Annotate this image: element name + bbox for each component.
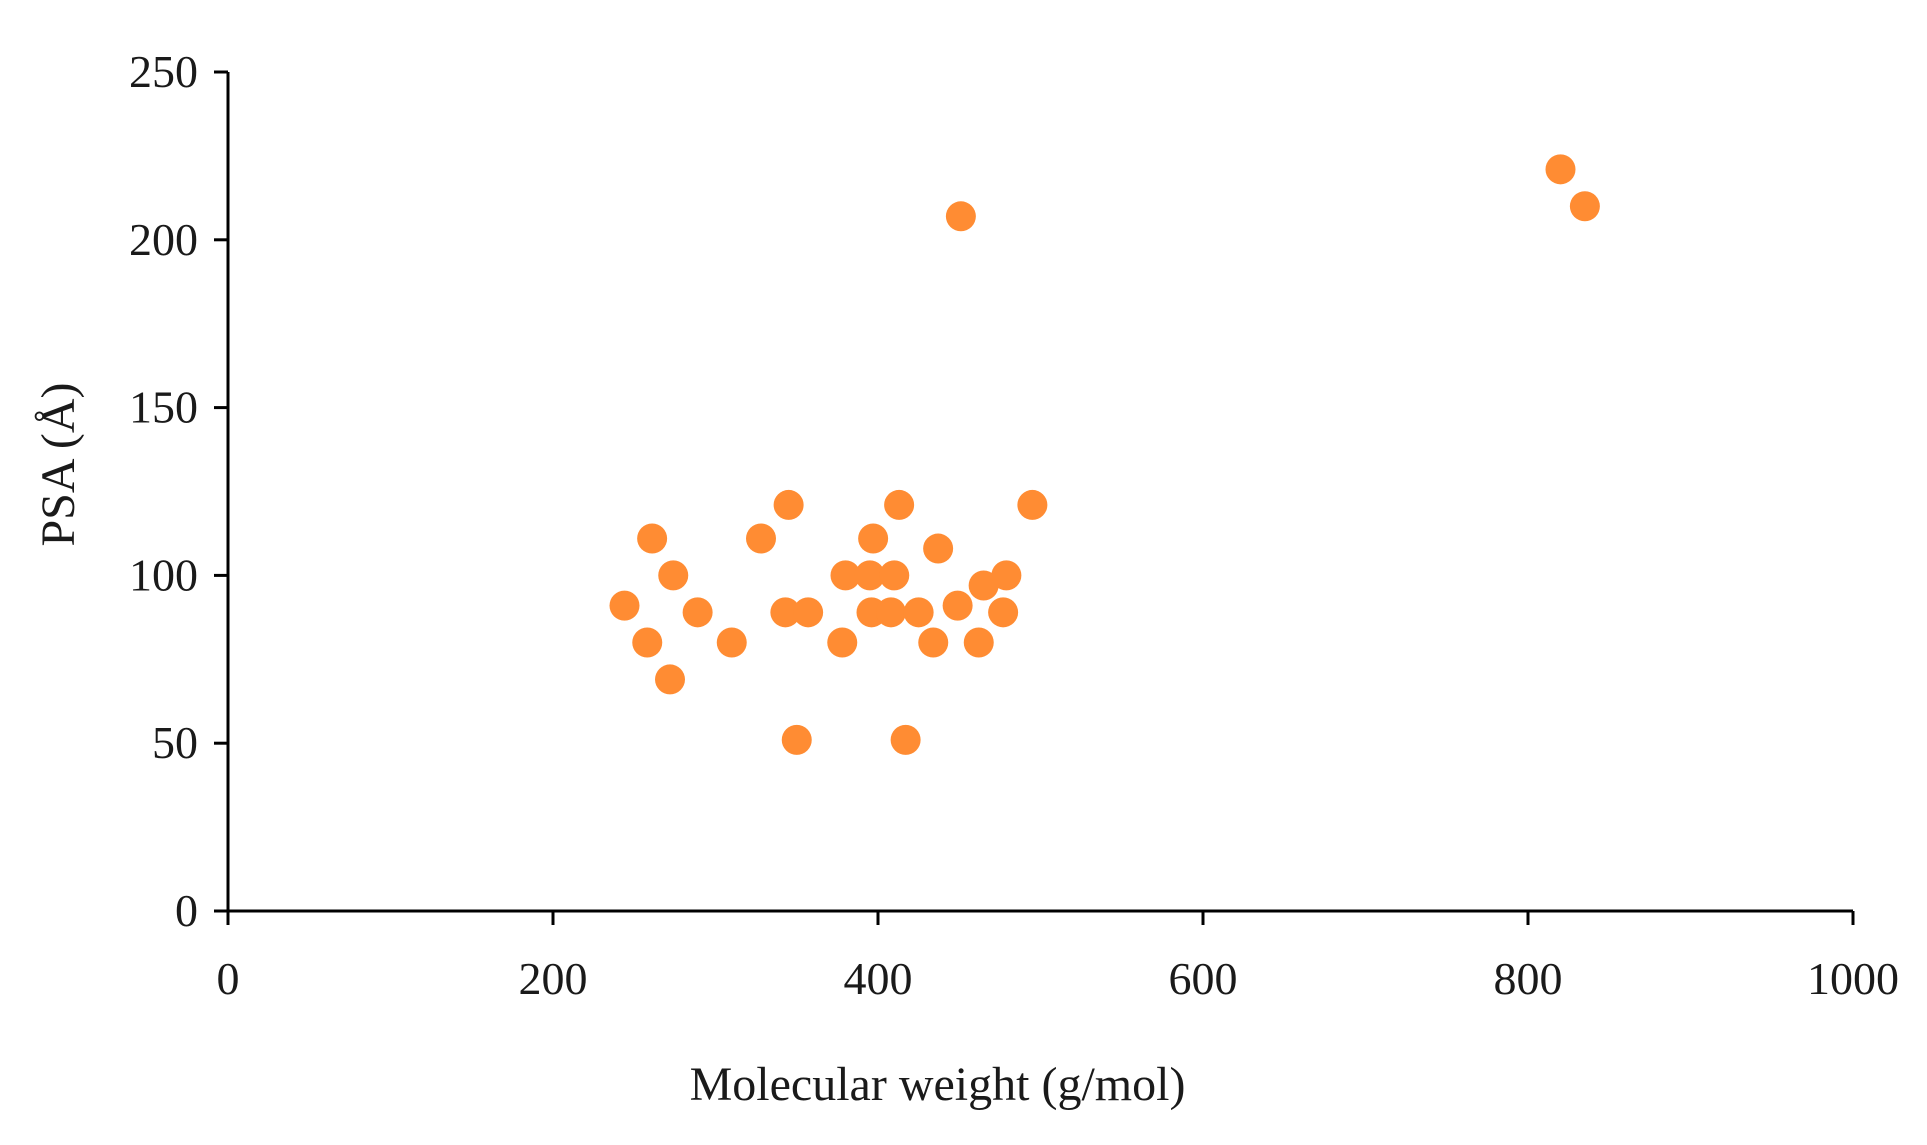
data-point xyxy=(942,590,973,621)
x-tick-label: 200 xyxy=(519,953,588,1004)
y-tick-label: 150 xyxy=(129,382,198,433)
data-point xyxy=(830,560,861,591)
data-point xyxy=(988,597,1019,628)
data-point xyxy=(655,664,685,695)
data-point xyxy=(879,560,910,591)
data-point xyxy=(716,627,747,658)
y-tick-label: 50 xyxy=(152,717,198,768)
data-point xyxy=(923,533,954,564)
data-point xyxy=(918,627,949,658)
data-point xyxy=(945,201,976,232)
data-point xyxy=(781,724,812,755)
data-point xyxy=(968,570,999,601)
x-tick-label: 600 xyxy=(1169,953,1238,1004)
data-point xyxy=(773,489,804,520)
x-axis-ticks: 0 200 400 600 800 1000 xyxy=(217,911,1899,1004)
data-point xyxy=(1545,154,1576,185)
data-point xyxy=(854,560,885,591)
x-tick-label: 400 xyxy=(844,953,913,1004)
data-point xyxy=(793,597,824,628)
data-point xyxy=(876,597,906,628)
data-point xyxy=(632,627,663,658)
y-tick-label: 250 xyxy=(129,46,198,97)
data-point xyxy=(1569,191,1600,222)
data-point xyxy=(682,597,713,628)
data-point xyxy=(770,597,801,628)
data-point xyxy=(903,597,934,628)
data-point xyxy=(963,627,994,658)
y-axis-title: PSA (Å) xyxy=(32,382,85,546)
data-point xyxy=(827,627,858,658)
y-tick-label: 0 xyxy=(175,885,198,936)
data-point xyxy=(609,590,640,621)
x-tick-label: 800 xyxy=(1494,953,1563,1004)
data-point xyxy=(858,523,889,554)
data-point xyxy=(884,489,915,520)
data-point xyxy=(658,560,689,591)
x-axis-title: Molecular weight (g/mol) xyxy=(690,1058,1186,1111)
data-point xyxy=(637,523,668,554)
y-tick-label: 200 xyxy=(129,214,198,265)
data-point xyxy=(746,523,776,554)
y-axis-ticks: 0 50 100 150 200 250 xyxy=(129,46,228,936)
data-point xyxy=(890,724,921,755)
x-tick-label: 0 xyxy=(217,953,240,1004)
data-points xyxy=(609,154,1600,755)
data-point xyxy=(1017,489,1048,520)
x-tick-label: 1000 xyxy=(1807,953,1899,1004)
y-tick-label: 100 xyxy=(129,549,198,600)
data-point xyxy=(991,560,1022,591)
